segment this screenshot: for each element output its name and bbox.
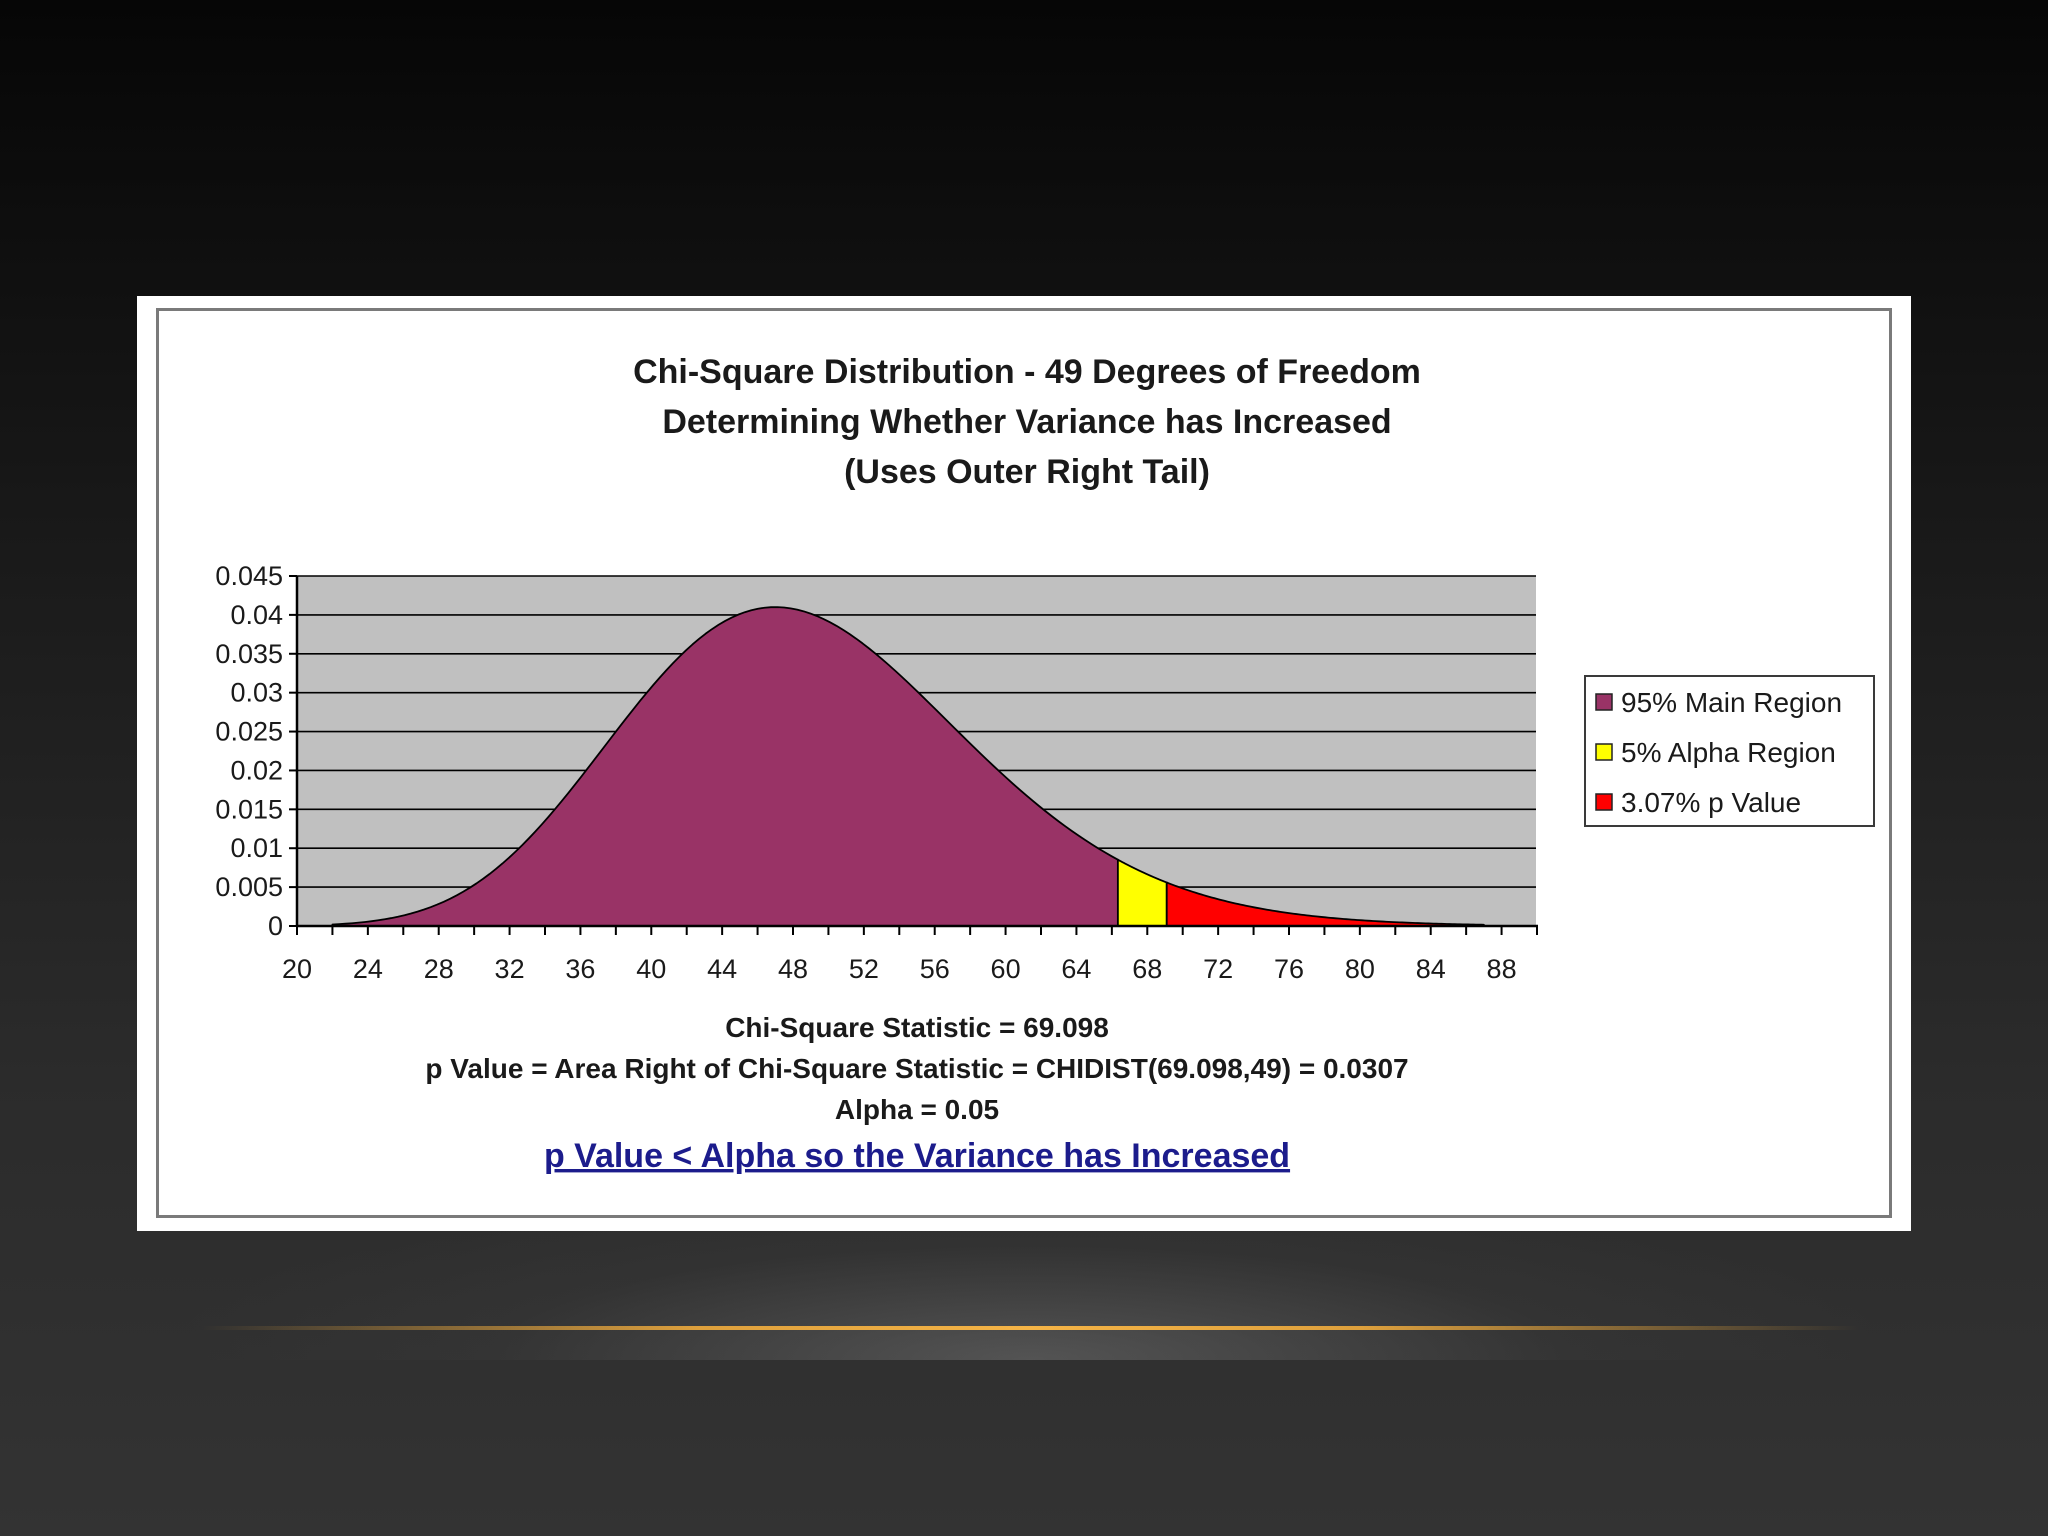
x-tick-label: 40 xyxy=(636,954,666,984)
y-tick-label: 0 xyxy=(268,911,283,941)
x-tick-label: 44 xyxy=(707,954,737,984)
x-tick-label: 88 xyxy=(1487,954,1517,984)
x-tick-label: 48 xyxy=(778,954,808,984)
y-tick-label: 0.015 xyxy=(215,794,283,824)
y-tick-label: 0.01 xyxy=(230,833,283,863)
x-tick-label: 72 xyxy=(1203,954,1233,984)
conclusion-text: p Value < Alpha so the Variance has Incr… xyxy=(544,1137,1290,1175)
x-tick-label: 68 xyxy=(1132,954,1162,984)
x-tick-label: 32 xyxy=(495,954,525,984)
legend-label-main: 95% Main Region xyxy=(1621,687,1842,718)
x-tick-label: 80 xyxy=(1345,954,1375,984)
chart-border xyxy=(156,308,1892,1218)
chart-title-line-2: Determining Whether Variance has Increas… xyxy=(662,403,1391,441)
legend-box xyxy=(1584,675,1875,827)
x-tick-label: 24 xyxy=(353,954,383,984)
y-tick-label: 0.04 xyxy=(230,600,283,630)
x-tick-label: 56 xyxy=(920,954,950,984)
x-tick-label: 28 xyxy=(424,954,454,984)
x-tick-label: 36 xyxy=(565,954,595,984)
accent-rule xyxy=(200,1326,1860,1330)
plot-area: 0 0.005 0.01 0.015 0.02 0.025 0.03 0.035 0.04 0.0… xyxy=(215,561,1538,984)
chart-title-line-1: Chi-Square Distribution - 49 Degrees of … xyxy=(633,353,1421,391)
x-tick-label: 64 xyxy=(1061,954,1091,984)
y-tick-label: 0.005 xyxy=(215,872,283,902)
y-tick-label: 0.025 xyxy=(215,717,283,747)
main-region-area xyxy=(331,606,1119,927)
legend-swatch-pvalue xyxy=(1595,793,1613,811)
legend-swatch-alpha xyxy=(1595,743,1613,761)
x-tick-label: 84 xyxy=(1416,954,1446,984)
legend-swatch-main xyxy=(1595,693,1613,711)
y-tick-label: 0.02 xyxy=(230,755,283,785)
chart-slide: Chi-Square Distribution - 49 Degrees of … xyxy=(137,296,1911,1231)
chart-title-line-3: (Uses Outer Right Tail) xyxy=(844,453,1210,491)
y-tick-label: 0.035 xyxy=(215,639,283,669)
legend-label-pvalue: 3.07% p Value xyxy=(1621,787,1801,818)
y-tick-label: 0.03 xyxy=(230,678,283,708)
alpha-region-area xyxy=(1116,858,1168,927)
alpha-note: Alpha = 0.05 xyxy=(835,1094,999,1125)
x-tick-label: 52 xyxy=(849,954,879,984)
p-value-note: p Value = Area Right of Chi-Square Stati… xyxy=(425,1053,1408,1084)
legend-label-alpha: 5% Alpha Region xyxy=(1621,737,1836,768)
chi-square-statistic-note: Chi-Square Statistic = 69.098 xyxy=(725,1012,1109,1043)
x-tick-label: 20 xyxy=(282,954,312,984)
x-tick-label: 76 xyxy=(1274,954,1304,984)
y-tick-label: 0.045 xyxy=(215,561,283,591)
x-tick-label: 60 xyxy=(991,954,1021,984)
legend: 95% Main Region 5% Alpha Region 3.07% p … xyxy=(1584,675,1875,827)
chart-svg: Chi-Square Distribution - 49 Degrees of … xyxy=(215,353,1875,1175)
p-value-region-area xyxy=(1165,881,1485,927)
